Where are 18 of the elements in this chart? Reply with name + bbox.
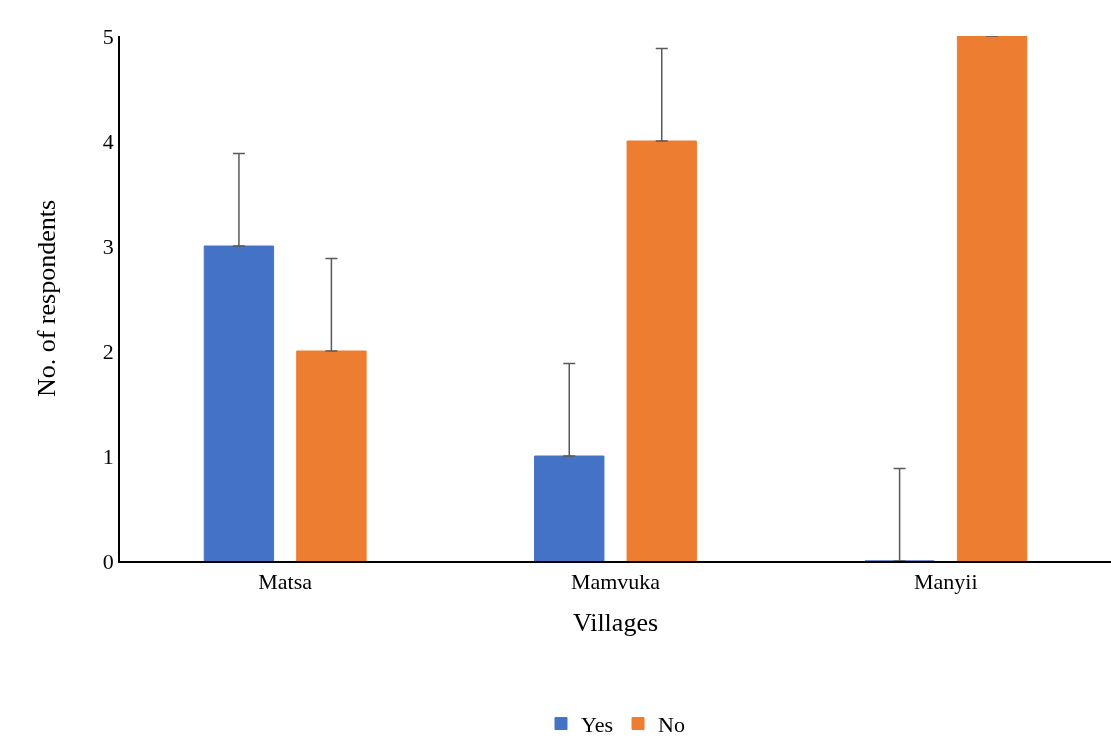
y-tick-label: 3 xyxy=(102,233,114,259)
legend-label: Yes xyxy=(581,712,614,738)
bar xyxy=(534,455,605,561)
bar xyxy=(203,245,275,561)
bar xyxy=(296,350,367,561)
legend-label: No xyxy=(658,712,685,738)
y-tick-label: 2 xyxy=(102,338,114,364)
y-tick-label: 5 xyxy=(102,23,114,49)
x-tick-label: Matsa xyxy=(258,569,313,595)
y-tick-label: 4 xyxy=(102,128,114,154)
y-tick-label: 1 xyxy=(102,443,114,469)
bar xyxy=(956,36,1028,561)
x-tick-label: Manyii xyxy=(914,569,978,595)
x-tick-label: Mamvuka xyxy=(570,569,661,595)
y-tick-label: 0 xyxy=(102,548,114,574)
y-axis-title: No. of respondents xyxy=(31,199,61,398)
x-axis-title: Villages xyxy=(572,608,659,638)
bar xyxy=(626,140,697,561)
